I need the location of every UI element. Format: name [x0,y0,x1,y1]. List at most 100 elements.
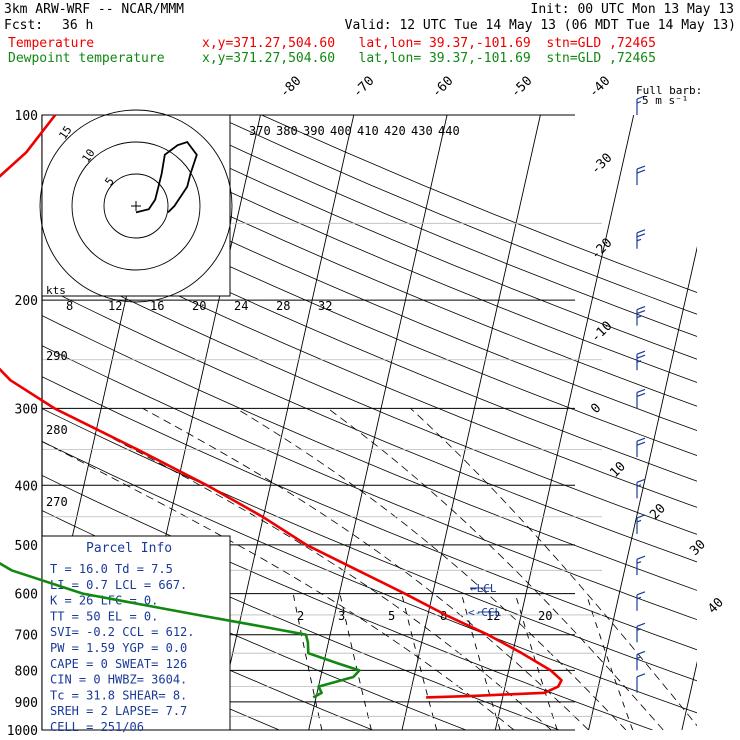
upper-temp-tick-label: 20 [192,299,206,313]
theta-e-tick-label: 390 [303,124,325,138]
theta-e-tick-label: 410 [357,124,379,138]
isotherm-line [308,115,448,730]
wind-barb-flag [636,233,646,238]
wind-barb-flag [636,673,646,678]
temperature-tick-label: 40 [705,595,727,617]
series-layer [0,114,563,699]
temperature-location: x,y=371.27,504.60 lat,lon= 39.37,-101.69… [202,36,656,51]
adiabat-label: 280 [46,423,68,437]
dewpoint-line [0,561,361,699]
pressure-tick-label: 100 [15,109,38,124]
adiabat-label: 270 [46,495,68,509]
parcel-info-row: T = 16.0 Td = 7.5 [50,562,173,576]
wind-barb-flag [636,229,646,234]
parcel-info-row: CIN = 0 HWBZ= 3604. [50,673,187,687]
parcel-info-row: LI = 0.7 LCL = 667. [50,578,187,592]
pressure-tick-label: 700 [15,629,38,644]
isotherm-line [494,115,635,730]
lcl-markers: ←LCL<-CCL [468,582,501,619]
wind-barb-half [636,315,642,319]
theta-e-tick-label: 440 [438,124,460,138]
dewpoint-legend: Dewpoint temperature [8,51,165,66]
forecast-label: Fcst: [4,18,44,33]
model-title: 3km ARW-WRF -- NCAR/MMM [4,2,185,17]
wind-barb-half [636,484,642,487]
mixing-ratio-label: 2 [297,609,304,623]
pressure-tick-label: 200 [15,294,38,309]
temperature-tick-label: -80 [277,74,304,101]
dry-adiabat-line [68,115,697,383]
upper-temp-tick-label: 32 [318,299,332,313]
mixing-ratio-label: 3 [338,609,345,623]
upper-temp-tick-label: 28 [276,299,290,313]
wind-barb-half [636,519,642,523]
hodograph-ring-label: 15 [56,124,74,142]
temperature-tick-label: -40 [586,74,613,101]
pressure-tick-label: 600 [15,588,38,603]
temperature-tick-label: -50 [508,74,535,101]
dry-adiabat-line [164,115,697,337]
temperature-tick-label: -10 [588,319,615,346]
moist-adiabat-line [410,408,697,727]
adiabat-label: 290 [46,349,68,363]
temperature-legend: Temperature [8,36,95,51]
wind-barb-flag [636,95,646,100]
upper-temp-tick-label: 16 [150,299,164,313]
parcel-info-row: PW = 1.59 YGP = 0.0 [50,641,187,655]
mixing-ratio-label: 20 [538,609,552,623]
wind-barb-half [636,561,642,564]
upper-temp-tick-label: 8 [66,299,73,313]
parcel-info-row: Tc = 31.8 SHEAR= 8. [50,688,187,702]
wind-barb-flag [636,555,646,560]
wind-barb-half [636,100,642,104]
parcel-info-row: SVI= -0.2 CCL = 612. [50,625,195,639]
wind-barb-flag [636,169,646,174]
theta-e-tick-label: 400 [330,124,352,138]
forecast-hours: 36 h [62,18,94,33]
temperature-tick-label: -30 [588,151,615,178]
hodograph-ring [71,141,201,271]
barb-key-value: 5 m s⁻¹ [642,94,688,107]
temperature-tick-label: -60 [429,74,456,101]
pressure-tick-label: 1000 [7,724,38,739]
wind-barb-flag [636,306,646,311]
pressure-tick-label: 900 [15,696,38,711]
moist-adiabat-line [327,408,664,730]
wind-barb-flag [636,514,646,519]
wind-barb-flag [636,622,646,627]
hodograph-ring-label: 10 [79,147,97,165]
temperature-tick-label: 0 [588,401,604,417]
wind-barb-flag [636,310,646,315]
parcel-info-row: TT = 50 EL = 0. [50,609,158,623]
pressure-tick-label: 400 [15,479,38,494]
parcel-info-title: Parcel Info [86,541,172,556]
temperature-tick-label: 30 [687,537,709,559]
upper-temp-tick-label: 24 [234,299,248,313]
wind-barb-half [636,628,642,631]
wind-barb-flag [636,437,646,442]
wind-barb-half [636,360,642,363]
theta-e-tick-label: 370 [249,124,271,138]
wind-barb-flag [636,441,646,446]
theta-e-tick-label: 420 [384,124,406,138]
moist-adiabat-line [235,408,627,730]
temperature-tick-label: -70 [350,74,377,101]
parcel-info-frame [41,535,231,731]
wind-barb-half [636,596,642,600]
upper-temp-tick-label: 12 [108,299,122,313]
isotherm-line [588,246,697,730]
hodograph-trace [135,140,198,214]
wind-barb-flag [636,354,646,359]
parcel-info-row: SREH = 2 LAPSE= 7.7 [50,704,187,718]
wind-barb-flag [636,591,646,596]
parcel-info-row: CAPE = 0 SWEAT= 126 [50,657,187,671]
wind-barb-flag [636,350,646,355]
wind-barb-flag [636,392,646,397]
valid-time: Valid: 12 UTC Tue 14 May 13 (06 MDT Tue … [344,18,736,33]
isotherm-line [681,660,697,730]
wind-barb-flag [636,478,646,483]
wind-barb-half [636,656,642,659]
